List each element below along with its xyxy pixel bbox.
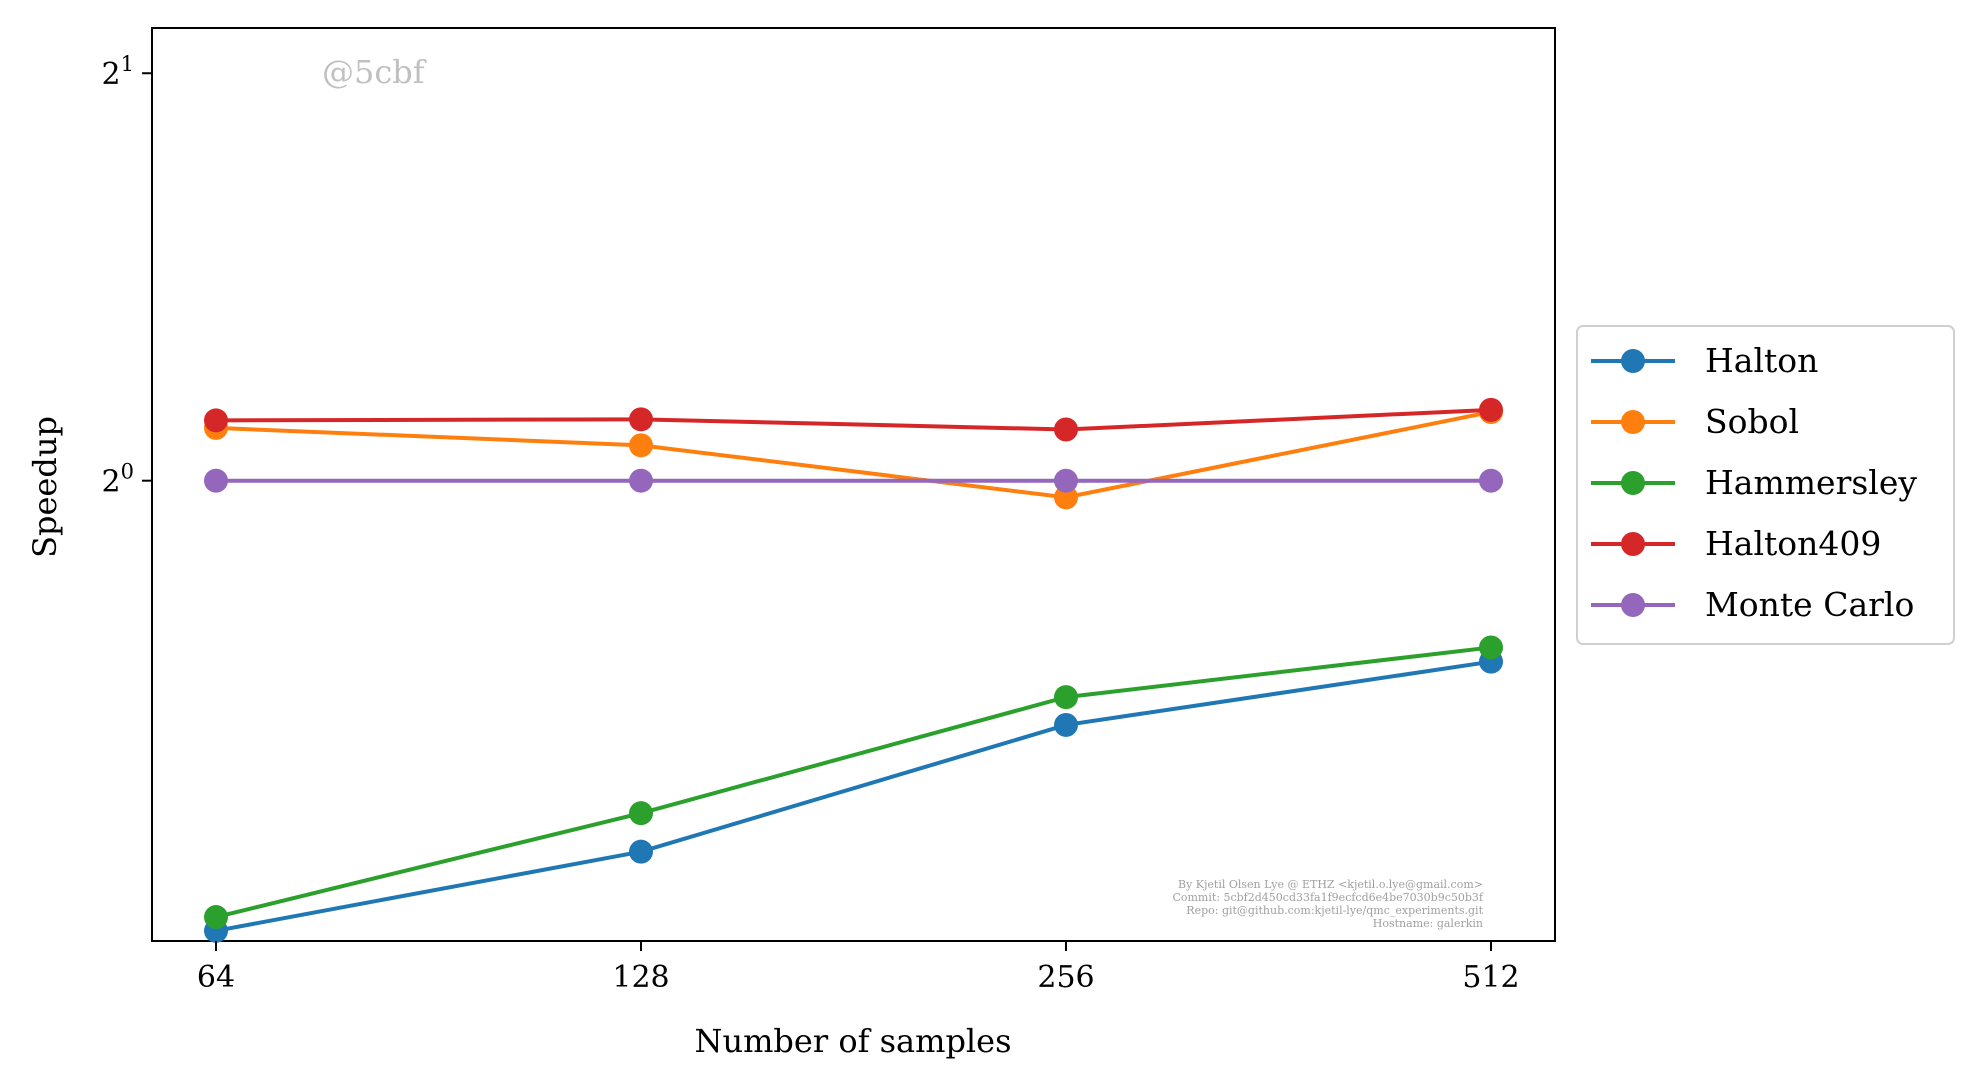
point-monte-carlo-512 (1479, 468, 1503, 493)
credit-line-commit: Commit: 5cbf2d450cd33fa1f9ecfcd6e4be7030… (1172, 891, 1483, 904)
legend-label-hammersley: Hammersley (1705, 463, 1917, 502)
series-line-halton409 (215, 407, 1492, 432)
legend-label-halton: Halton (1705, 341, 1818, 380)
x-axis-ticks: 64 128 256 512 (197, 941, 1520, 995)
point-monte-carlo-64 (204, 468, 228, 493)
point-hammersley-128 (629, 801, 653, 826)
legend-entries: Halton Sobol Hammersley Halton409 Monte Carl… (1591, 341, 1917, 624)
series-line-halton (215, 659, 1492, 933)
legend-swatch-marker (1621, 349, 1645, 373)
legend-label-monte-carlo: Monte Carlo (1705, 585, 1914, 624)
legend-swatch-marker (1621, 410, 1645, 434)
legend-swatch-marker (1621, 471, 1645, 495)
legend-label-halton409: Halton409 (1705, 524, 1881, 563)
legend-item-halton409: Halton409 (1591, 524, 1881, 563)
x-tick-label-512: 512 (1462, 960, 1519, 995)
legend-swatch-marker (1621, 593, 1645, 617)
credit-line-author: By Kjetil Olsen Lye @ ETHZ <kjetil.o.lye… (1178, 878, 1483, 891)
y-tick-label-1: 21 (102, 52, 134, 92)
legend-item-hammersley: Hammersley (1591, 463, 1917, 502)
point-monte-carlo-256 (1054, 468, 1078, 493)
series-line-sobol (215, 410, 1492, 500)
credit-line-hostname: Hostname: galerkin (1373, 917, 1483, 930)
credits: By Kjetil Olsen Lye @ ETHZ <kjetil.o.lye… (1172, 878, 1483, 930)
point-halton-256 (1054, 712, 1078, 737)
point-hammersley-256 (1054, 685, 1078, 710)
legend-label-sobol: Sobol (1705, 402, 1799, 441)
legend-swatch-marker (1621, 532, 1645, 556)
point-halton409-128 (629, 407, 653, 432)
legend-item-halton: Halton (1591, 341, 1818, 380)
point-halton409-64 (204, 408, 228, 433)
point-halton409-256 (1054, 417, 1078, 442)
legend-item-sobol: Sobol (1591, 402, 1799, 441)
y-axis-label: Speedup (26, 416, 64, 558)
watermark: @5cbf (322, 53, 427, 91)
series-hammersley (204, 635, 1503, 930)
series-line-hammersley (215, 645, 1492, 919)
point-hammersley-512 (1479, 635, 1503, 660)
series-layer (204, 397, 1503, 943)
y-tick-label-0: 20 (102, 460, 134, 500)
series-halton409 (204, 397, 1503, 442)
x-tick-label-256: 256 (1037, 960, 1094, 995)
legend: Halton Sobol Hammersley Halton409 Monte Carl… (1576, 325, 1955, 645)
credit-line-repo: Repo: git@github.com:kjetil-lye/qmc_expe… (1186, 904, 1483, 917)
series-halton (204, 649, 1503, 943)
point-sobol-256 (1054, 485, 1078, 510)
plot-area (151, 27, 1556, 942)
point-halton409-512 (1479, 397, 1503, 422)
x-axis-label: Number of samples (694, 1022, 1011, 1060)
point-sobol-128 (629, 433, 653, 458)
point-halton-128 (629, 839, 653, 864)
legend-box (1576, 325, 1955, 645)
point-monte-carlo-128 (629, 468, 653, 493)
legend-item-monte-carlo: Monte Carlo (1591, 585, 1914, 624)
series-monte-carlo (204, 468, 1503, 493)
x-tick-label-64: 64 (197, 960, 235, 995)
point-hammersley-64 (204, 905, 228, 930)
x-tick-label-128: 128 (612, 960, 669, 995)
